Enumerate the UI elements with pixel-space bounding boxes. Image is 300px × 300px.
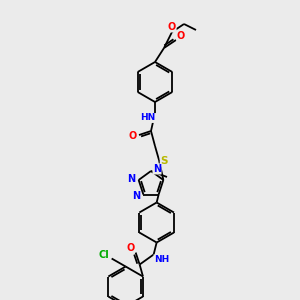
Text: N: N (153, 164, 161, 174)
Text: S: S (160, 156, 168, 166)
Text: O: O (129, 131, 137, 141)
Text: N: N (132, 190, 140, 200)
Text: Cl: Cl (98, 250, 109, 260)
Text: N: N (128, 174, 136, 184)
Text: O: O (168, 22, 176, 32)
Text: NH: NH (154, 255, 169, 264)
Text: HN: HN (140, 113, 156, 122)
Text: O: O (177, 31, 185, 41)
Text: O: O (127, 242, 135, 253)
